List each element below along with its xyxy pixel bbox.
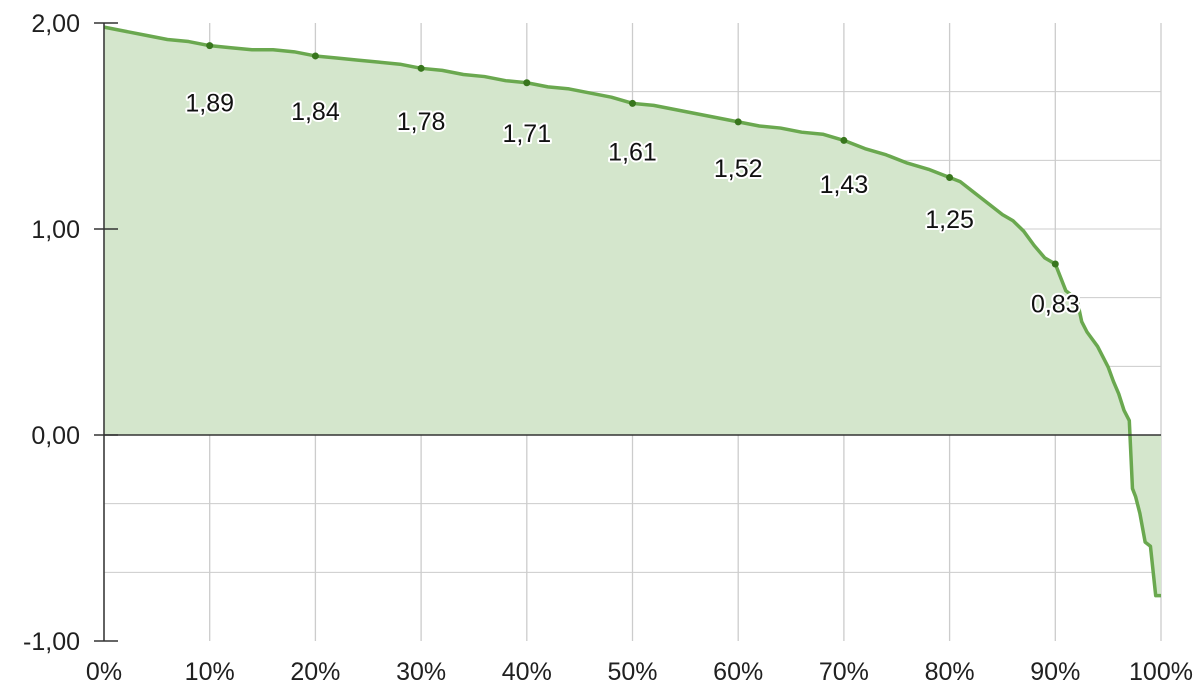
data-point-marker	[1051, 260, 1059, 268]
x-tick-label: 40%	[502, 658, 552, 686]
data-label: 1,61	[608, 139, 657, 167]
y-tick-label: 2,00	[31, 10, 80, 38]
data-label: 1,52	[714, 155, 763, 183]
series-line	[103, 25, 1161, 598]
x-tick-label: 0%	[86, 658, 122, 686]
data-label: 1,84	[291, 98, 340, 126]
x-tick-label: 100%	[1129, 658, 1193, 686]
data-markers: 1,89 1,84 1,78 1,71 1,61 1,52 1,43 1,25 0,83	[183, 42, 1082, 320]
y-tick-label: 0,00	[31, 422, 80, 450]
data-label: 1,25	[925, 206, 974, 234]
x-tick-label: 60%	[713, 658, 763, 686]
series-area-fill	[104, 27, 1161, 596]
data-label: 1,71	[502, 120, 551, 148]
x-tick-label: 90%	[1030, 658, 1080, 686]
data-label: 1,43	[820, 171, 869, 199]
data-label: 1,89	[185, 90, 234, 118]
x-tick-label: 20%	[290, 658, 340, 686]
data-point-marker	[311, 52, 319, 60]
series-area	[103, 25, 1161, 598]
data-point-marker	[946, 174, 954, 181]
x-tick-label: 10%	[185, 658, 235, 686]
data-point-marker	[840, 136, 848, 144]
data-point-marker	[206, 42, 214, 50]
data-label: 1,78	[397, 108, 446, 136]
data-point-marker	[734, 118, 742, 126]
x-tick-label: 70%	[819, 658, 869, 686]
axes	[94, 22, 1161, 642]
y-axis-tick-labels: 2,00 1,00 0,00 -1,00	[23, 10, 80, 656]
data-point-marker	[629, 99, 636, 107]
y-tick-label: -1,00	[23, 628, 80, 656]
y-tick-label: 1,00	[31, 216, 80, 244]
data-label: 0,83	[1031, 290, 1080, 318]
data-point-marker	[417, 64, 425, 72]
x-tick-label: 30%	[396, 658, 446, 686]
x-tick-label: 80%	[925, 658, 975, 686]
x-tick-label: 50%	[607, 658, 657, 686]
data-point-marker	[523, 79, 531, 87]
x-axis-tick-labels: 0% 10% 20% 30% 40% 50% 60% 70% 80% 90% 100%	[86, 658, 1193, 686]
